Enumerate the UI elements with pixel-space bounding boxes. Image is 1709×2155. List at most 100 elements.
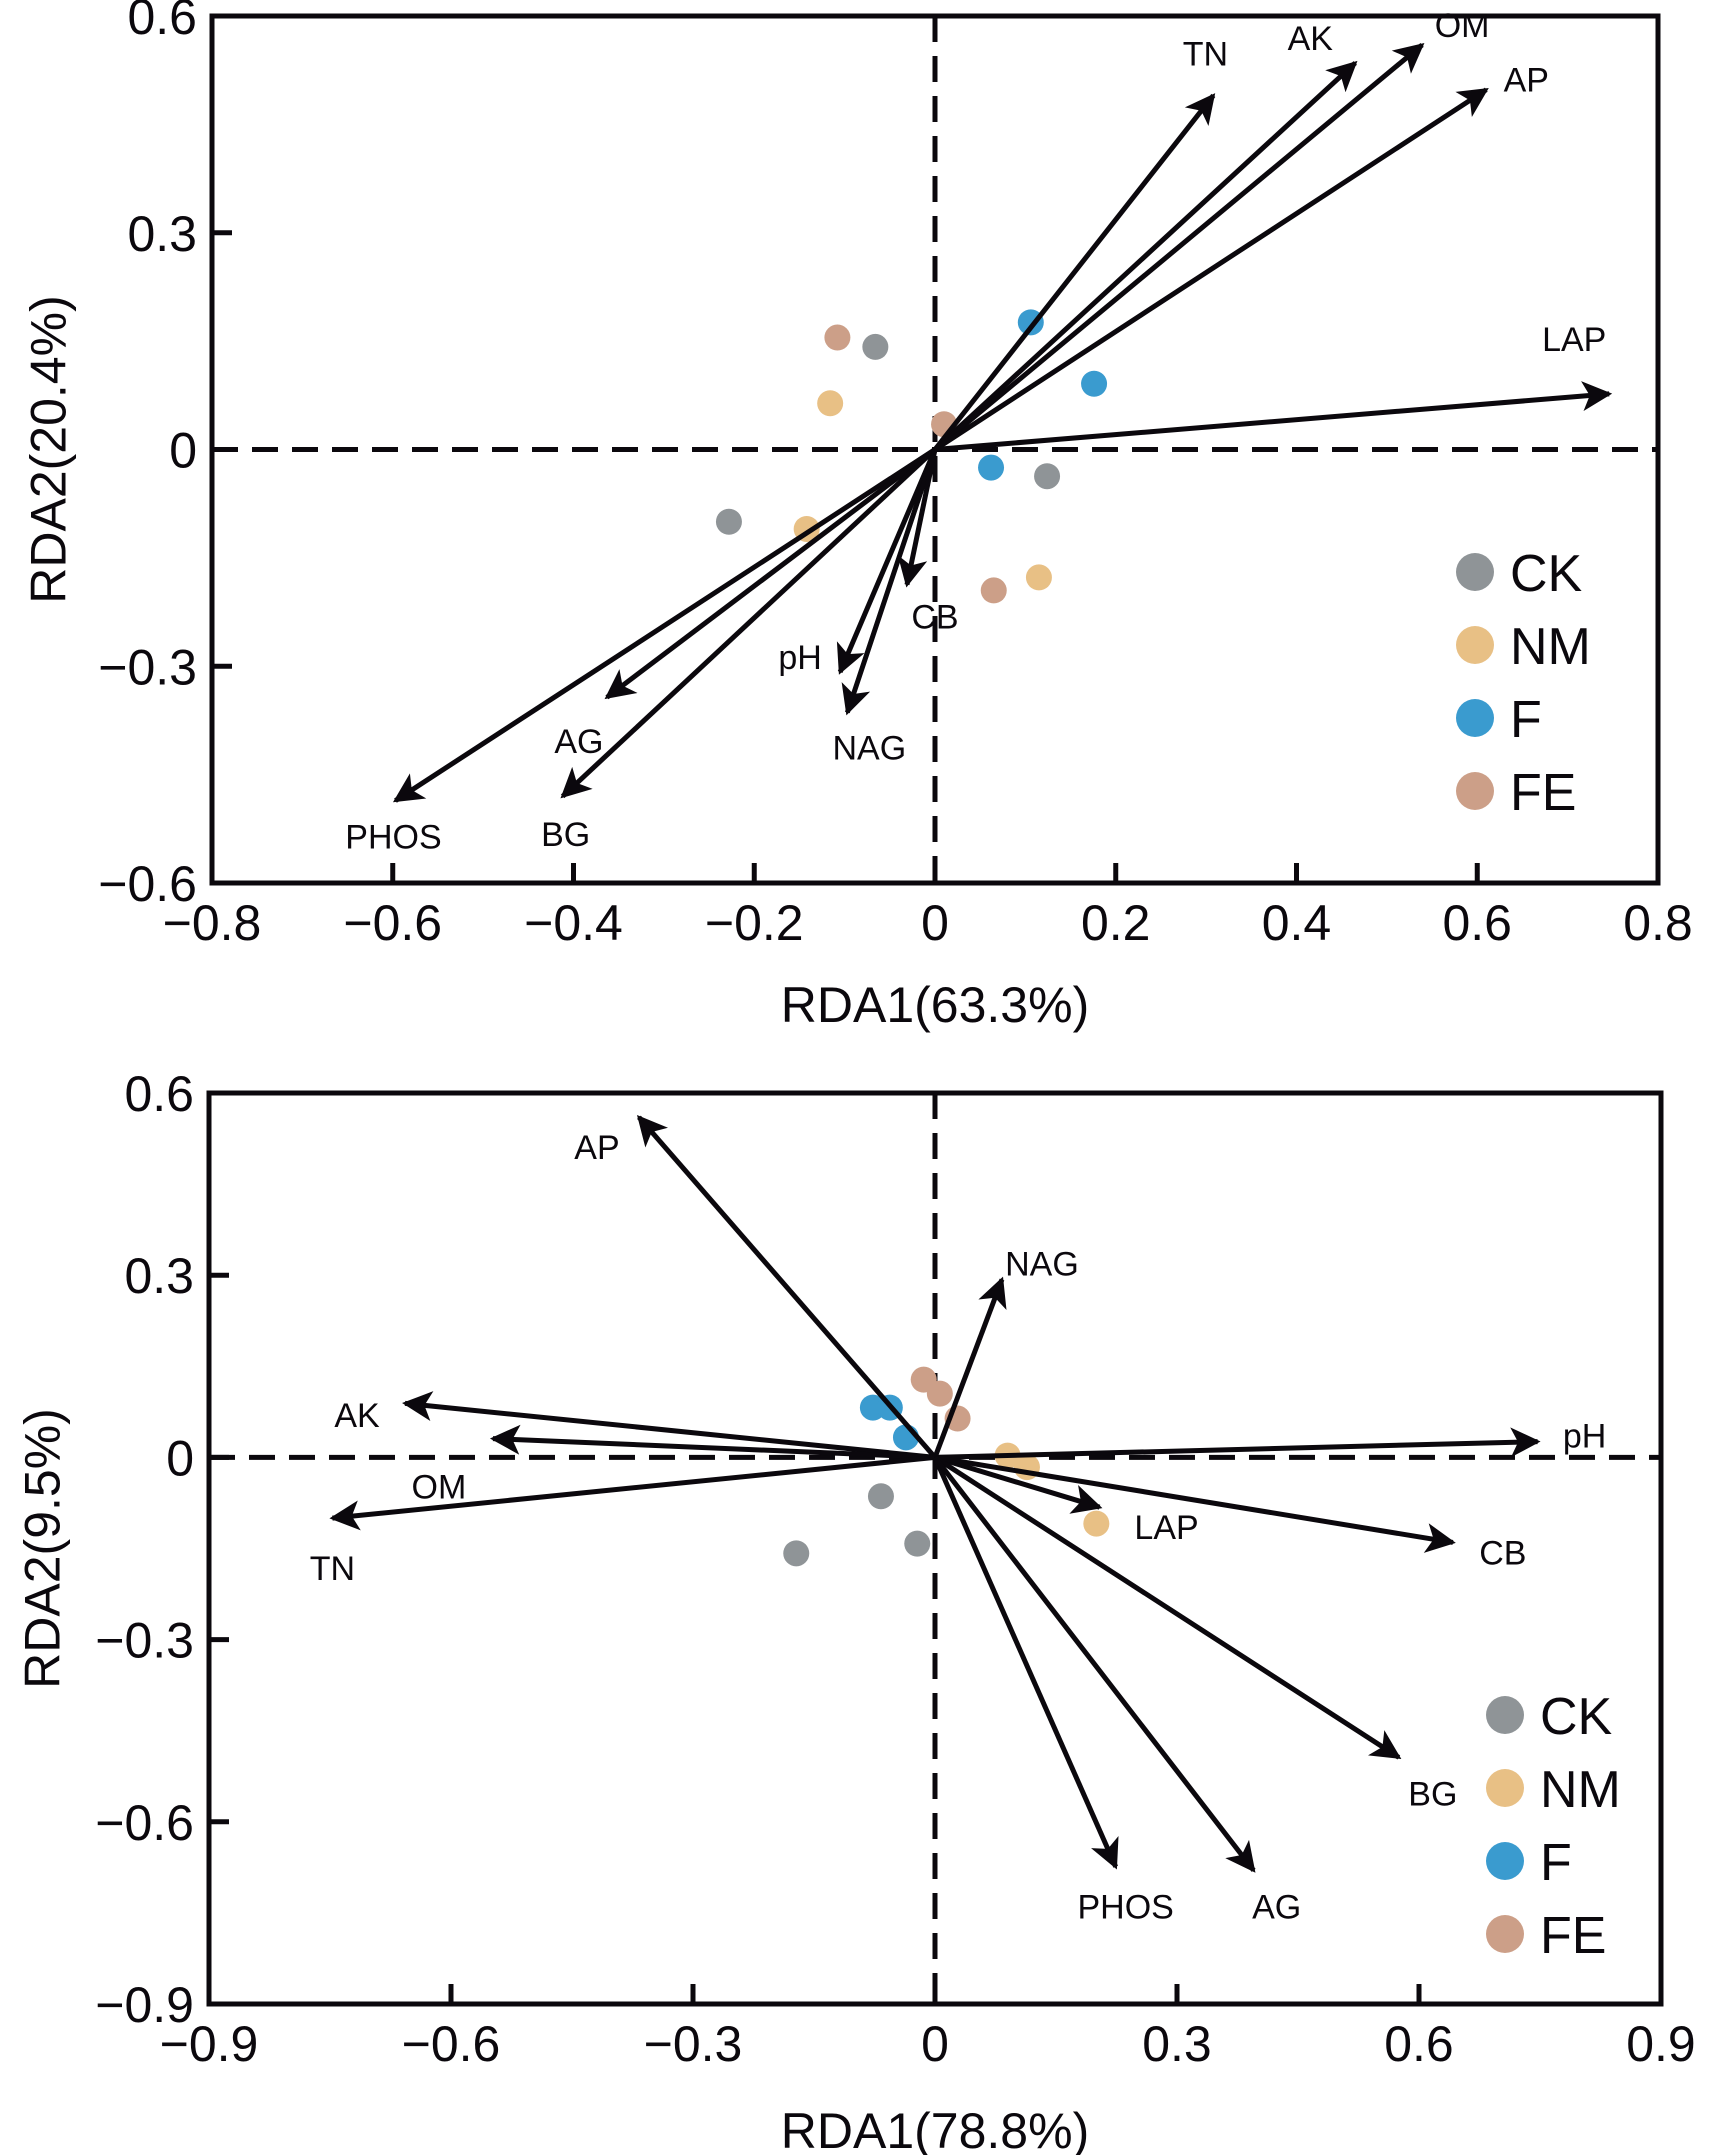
legend-label-ck: CK xyxy=(1540,1688,1613,1746)
arrow-label-om: OM xyxy=(1435,7,1490,45)
arrow-ph xyxy=(934,1427,1541,1460)
x-tick-label: −0.8 xyxy=(163,895,262,951)
x-tick-label: 0.4 xyxy=(1262,895,1332,951)
arrow-label-ap: AP xyxy=(574,1129,619,1167)
x-tick-label: −0.6 xyxy=(402,2016,501,2072)
legend-label-f: F xyxy=(1510,691,1542,749)
arrow-bg xyxy=(560,447,937,799)
legend-label-nm: NM xyxy=(1510,618,1591,676)
arrow-label-nag: NAG xyxy=(832,729,906,767)
legend-marker-nm xyxy=(1486,1769,1524,1807)
y-tick-label: 0 xyxy=(169,423,197,479)
y-tick-label: −0.3 xyxy=(95,1613,194,1669)
arrow-label-lap: LAP xyxy=(1134,1509,1198,1547)
arrow-om xyxy=(933,42,1425,452)
arrow-phos xyxy=(932,1456,1119,1870)
point-f xyxy=(1081,370,1108,397)
arrow-nag xyxy=(932,1276,1007,1459)
x-tick-label: 0 xyxy=(921,895,949,951)
arrow-ap xyxy=(933,87,1489,452)
arrow-tn xyxy=(933,93,1216,452)
arrow-nag xyxy=(841,448,938,716)
arrow-label-ap: AP xyxy=(1504,62,1549,100)
legend-label-ck: CK xyxy=(1510,545,1583,603)
arrow-label-ak: AK xyxy=(334,1397,380,1435)
x-tick-label: 0.3 xyxy=(1142,2016,1212,2072)
arrow-label-ph: pH xyxy=(778,639,821,677)
point-ck xyxy=(715,508,742,535)
arrow-label-nag: NAG xyxy=(1005,1245,1079,1283)
legend-marker-ck xyxy=(1456,553,1494,591)
legend-marker-f xyxy=(1486,1842,1524,1880)
arrow-label-bg: BG xyxy=(541,816,590,854)
arrow-label-om: OM xyxy=(412,1468,467,1506)
y-axis-title: RDA2(20.4%) xyxy=(21,295,77,603)
legend-marker-fe xyxy=(1456,772,1494,810)
y-tick-label: −0.3 xyxy=(98,639,197,695)
legend-marker-nm xyxy=(1456,626,1494,664)
x-tick-label: −0.9 xyxy=(160,2016,259,2072)
x-tick-label: 0.9 xyxy=(1626,2016,1696,2072)
x-tick-label: 0.6 xyxy=(1442,895,1512,951)
point-f xyxy=(978,454,1005,481)
point-nm xyxy=(1025,564,1052,591)
x-tick-label: 0.8 xyxy=(1623,895,1693,951)
x-axis-title: RDA1(63.3%) xyxy=(781,977,1089,1033)
point-nm xyxy=(1083,1510,1110,1537)
legend-label-fe: FE xyxy=(1510,764,1576,822)
rda-panel-bottom: −0.9 −0.6 −0.3 0 0.3 0.6 0.9 −0.9 −0.6 −0.3 0 0.3 0.… xyxy=(15,1066,1696,2155)
legend-marker-fe xyxy=(1486,1915,1524,1953)
x-tick-label: 0.2 xyxy=(1081,895,1151,951)
arrow-ag xyxy=(604,447,937,700)
legend-label-fe: FE xyxy=(1540,1907,1606,1965)
arrow-label-cb: CB xyxy=(911,599,958,637)
arrow-phos xyxy=(392,447,937,803)
arrow-label-lap: LAP xyxy=(1542,321,1606,359)
legend-marker-ck xyxy=(1486,1696,1524,1734)
point-ck xyxy=(904,1530,931,1557)
arrow-label-bg: BG xyxy=(1408,1775,1457,1813)
x-tick-label: −0.2 xyxy=(705,895,804,951)
y-tick-label: −0.6 xyxy=(95,1795,194,1851)
arrow-lap xyxy=(934,1455,1103,1514)
point-ck xyxy=(783,1540,810,1567)
x-axis-title: RDA1(78.8%) xyxy=(781,2103,1089,2155)
arrow-label-ag: AG xyxy=(1252,1888,1301,1926)
y-axis-title: RDA2(9.5%) xyxy=(15,1408,71,1689)
arrow-ph xyxy=(836,448,938,675)
arrow-ap xyxy=(636,1115,937,1460)
point-fe xyxy=(926,1380,953,1407)
legend-label-nm: NM xyxy=(1540,1761,1621,1819)
arrow-label-phos: PHOS xyxy=(345,819,441,857)
y-tick-label: 0 xyxy=(166,1430,194,1486)
y-tick-label: −0.6 xyxy=(98,856,197,912)
y-tick-label: 0.6 xyxy=(127,0,197,45)
point-ck xyxy=(1034,463,1061,490)
arrow-om xyxy=(489,1424,936,1460)
arrow-cb xyxy=(934,1454,1456,1553)
x-tick-label: 0.6 xyxy=(1384,2016,1454,2072)
y-tick-label: 0.3 xyxy=(127,206,197,262)
point-fe xyxy=(980,577,1007,604)
x-tick-label: −0.3 xyxy=(644,2016,743,2072)
arrow-tn xyxy=(329,1454,936,1531)
arrow-label-ak: AK xyxy=(1288,20,1334,58)
arrow-bg xyxy=(933,1455,1402,1760)
arrow-label-tn: TN xyxy=(1183,35,1228,73)
arrow-cb xyxy=(897,448,938,588)
point-fe xyxy=(824,324,851,351)
y-tick-label: 0.6 xyxy=(124,1066,194,1122)
point-ck xyxy=(862,333,889,360)
arrow-ak xyxy=(933,60,1358,452)
arrow-label-tn: TN xyxy=(310,1550,355,1588)
arrow-label-ag: AG xyxy=(554,723,603,761)
arrow-ag xyxy=(933,1455,1256,1873)
x-tick-label: −0.4 xyxy=(524,895,623,951)
arrow-label-cb: CB xyxy=(1479,1534,1526,1572)
point-ck xyxy=(867,1483,894,1510)
arrow-label-ph: pH xyxy=(1563,1418,1606,1456)
arrow-lap xyxy=(934,381,1613,452)
legend-marker-f xyxy=(1456,699,1494,737)
y-tick-label: 0.3 xyxy=(124,1248,194,1304)
